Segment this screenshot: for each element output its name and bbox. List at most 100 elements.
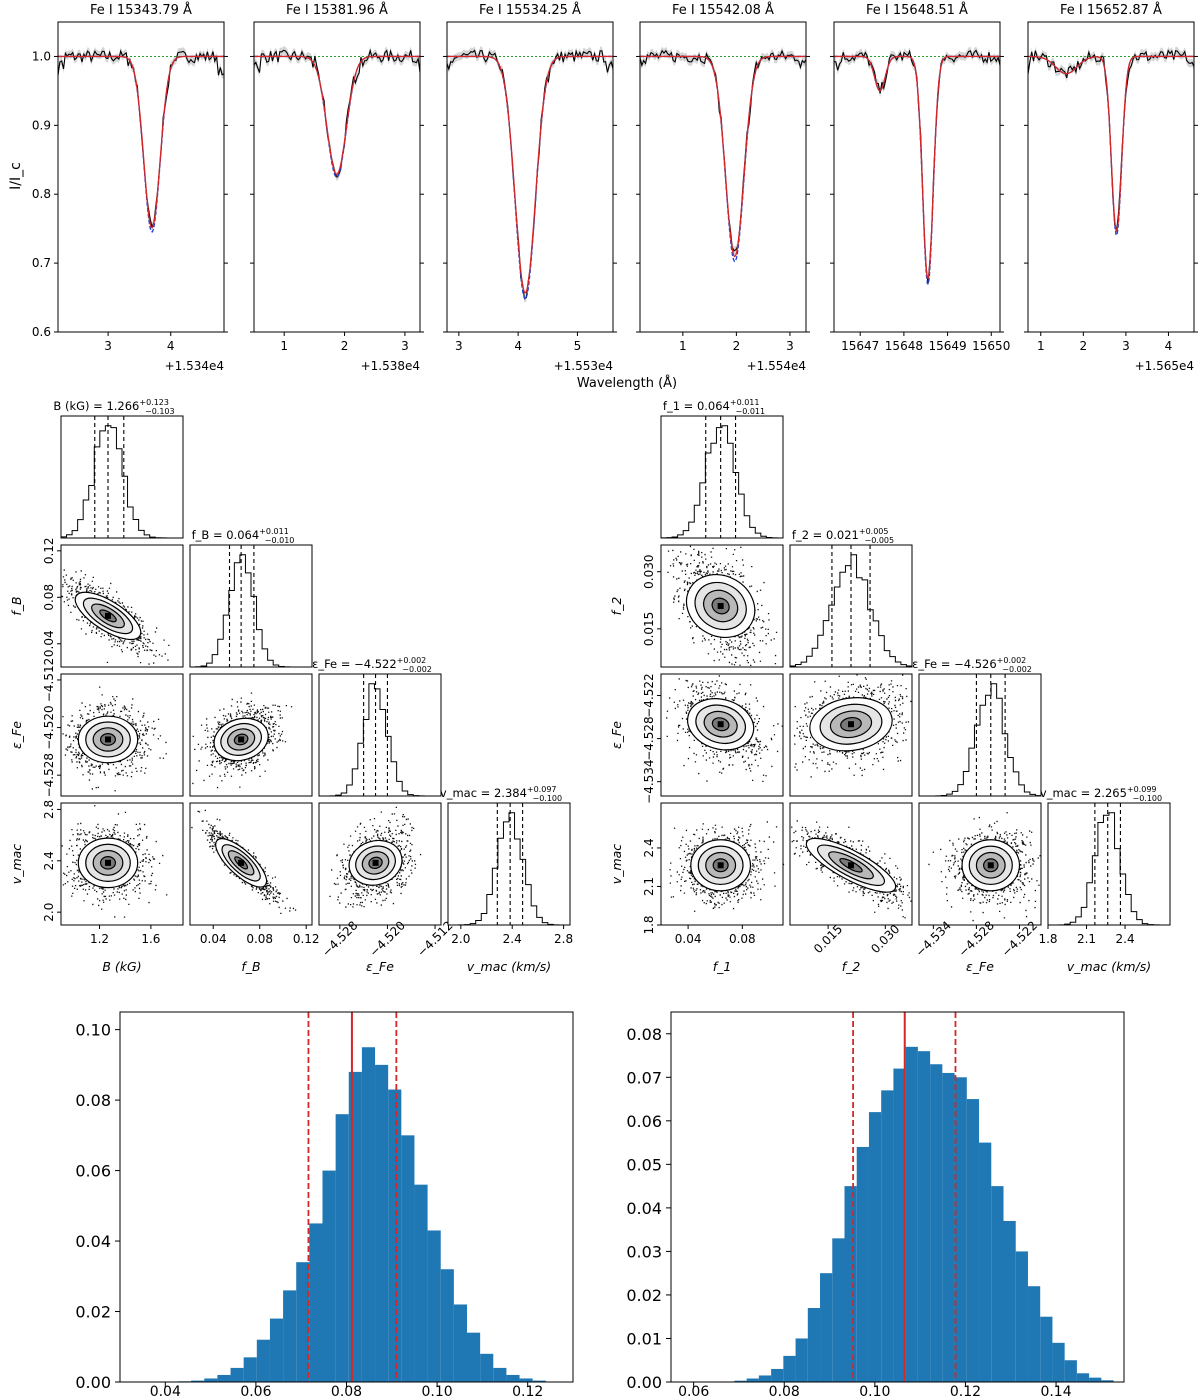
x-tick-label: 4	[514, 339, 522, 353]
joint-panel: 0.04 0.08 0.12 f_B	[189, 802, 320, 974]
x-axis-label: f_2	[842, 959, 861, 974]
spectral-panel: Fe I 15652.87 Å 1 2 3 4 +1.565e4	[1024, 2, 1198, 373]
x-axis-label: v_mac (km/s)	[467, 959, 551, 974]
y-tick-label: 0.015	[642, 612, 656, 646]
histogram-bar	[414, 1184, 428, 1382]
y-tick-label: −4.528	[42, 753, 56, 797]
scatter-points	[329, 806, 422, 908]
y-axis-label: f_B	[9, 596, 24, 615]
histogram-bar	[991, 1186, 1004, 1382]
model-spectrum-a	[447, 55, 613, 294]
y-tick-label: 0.05	[626, 1155, 662, 1174]
x-tick-label: 0.12	[293, 932, 320, 946]
spectral-panel: Fe I 15381.96 Å 1 2 3 +1.538e4	[250, 2, 424, 373]
histogram-bar	[493, 1367, 507, 1382]
histogram-bar	[893, 1068, 906, 1382]
panel-frame	[789, 802, 913, 926]
histogram-bar	[217, 1374, 231, 1382]
y-tick-label: 0.04	[75, 1232, 111, 1251]
histogram-bar	[746, 1378, 759, 1382]
histogram-bar	[453, 1304, 467, 1382]
histogram-bar	[243, 1357, 257, 1382]
x-tick-label: 3	[104, 339, 112, 353]
uncertainty-band	[58, 46, 224, 232]
y-tick-label: 1.0	[32, 49, 51, 63]
x-offset-label: +1.554e4	[747, 359, 806, 373]
title-sup: +0.011	[259, 527, 289, 536]
x-axis-label: B (kG)	[102, 959, 141, 974]
panel-frame	[1047, 802, 1171, 926]
panel-frame	[660, 802, 784, 926]
histogram-bar	[1089, 1377, 1102, 1382]
marginal-panel: f_2 = 0.021+0.005 −0.005	[789, 527, 913, 668]
y-tick-label: 0.08	[42, 584, 56, 611]
histogram-bar	[519, 1378, 533, 1382]
panel-frame	[60, 415, 184, 539]
panel-frame	[253, 21, 421, 333]
histogram-bar	[795, 1338, 808, 1382]
marginal-title: B (kG) = 1.266+0.123 −0.103	[53, 398, 174, 416]
panel-bg	[919, 674, 1041, 796]
histogram-bar	[758, 1375, 772, 1382]
panel-title: Fe I 15381.96 Å	[286, 2, 388, 18]
marginal-title: f_B = 0.064+0.011 −0.010	[192, 527, 295, 545]
model-spectrum-b	[254, 55, 420, 178]
title-sup: +0.097	[527, 785, 557, 794]
model-spectrum-b	[58, 55, 224, 233]
peak-marker	[987, 862, 994, 869]
joint-panel	[789, 673, 913, 797]
model-spectrum-a	[640, 55, 806, 258]
panel-frame	[660, 415, 784, 539]
x-tick-label: 0.08	[769, 1384, 800, 1400]
panel-frame	[446, 21, 614, 333]
histogram-bar	[191, 1380, 205, 1382]
model-spectrum-b	[834, 55, 1000, 285]
panel-frame	[918, 802, 1042, 926]
panel-frame	[318, 673, 442, 797]
title-sub: −0.100	[1133, 794, 1163, 803]
title-sup: +0.002	[397, 656, 427, 665]
y-tick-label: −4.512	[42, 658, 56, 702]
x-axis-label: Wavelength (Å)	[577, 375, 677, 391]
y-tick-label: 0.10	[75, 1021, 111, 1040]
panel-frame	[789, 673, 913, 797]
marginal-panel: B (kG) = 1.266+0.123 −0.103	[53, 398, 184, 539]
spectral-panel: Fe I 15648.51 Å 15647 15648 15649 15650	[830, 2, 1010, 353]
histogram-bar	[361, 1047, 376, 1382]
x-tick-label: 1	[280, 339, 288, 353]
y-tick-label: 0.04	[626, 1199, 662, 1218]
scatter-points	[794, 674, 912, 778]
marginal-panel: v_mac = 2.265+0.099 −0.100 1.8 2.1 2.4 v_mac …	[1038, 785, 1171, 974]
histogram-bar	[335, 1114, 349, 1382]
title-sub: −0.002	[1002, 665, 1032, 674]
histogram-bar	[309, 1223, 323, 1382]
y-tick-label: 0.7	[32, 256, 51, 270]
title-sup: +0.005	[859, 527, 889, 536]
model-spectrum-b	[640, 55, 806, 263]
x-axis-label: f_B	[241, 959, 260, 974]
marginal-title: v_mac = 2.384+0.097 −0.100	[440, 785, 562, 803]
corner-plot-left: B (kG) = 1.266+0.123 −0.103 0.04 0.08 0.12 f_…	[9, 398, 573, 974]
panel-frame	[189, 544, 313, 668]
x-tick-label: 15650	[972, 339, 1010, 353]
panel-frame	[60, 673, 184, 797]
histogram-left: 0.00 0.02 0.04 0.06 0.08 0.10 0.04 0.06 0.08 0.10…	[75, 1011, 574, 1400]
panel-title: Fe I 15648.51 Å	[866, 2, 968, 18]
y-tick-label: 0.08	[75, 1091, 111, 1110]
panel-bg	[61, 416, 183, 538]
marginal-title: ε_Fe = −4.522+0.002 −0.002	[312, 656, 432, 674]
panel-bg	[661, 416, 783, 538]
marginal-panel: ε_Fe = −4.522+0.002 −0.002	[312, 656, 442, 797]
title-sub: −0.100	[533, 794, 563, 803]
panel-frame	[833, 21, 1001, 333]
y-tick-label: 2.4	[42, 851, 56, 870]
x-tick-label: 1.8	[1038, 932, 1057, 946]
x-axis-label: f_1	[713, 959, 732, 974]
x-tick-label: 2.1	[1077, 932, 1096, 946]
model-spectrum-a	[834, 55, 1000, 280]
x-tick-label: 3	[786, 339, 794, 353]
histogram-right: 0.00 0.01 0.02 0.03 0.04 0.05 0.06 0.07 0.08 0.06…	[626, 1011, 1125, 1400]
